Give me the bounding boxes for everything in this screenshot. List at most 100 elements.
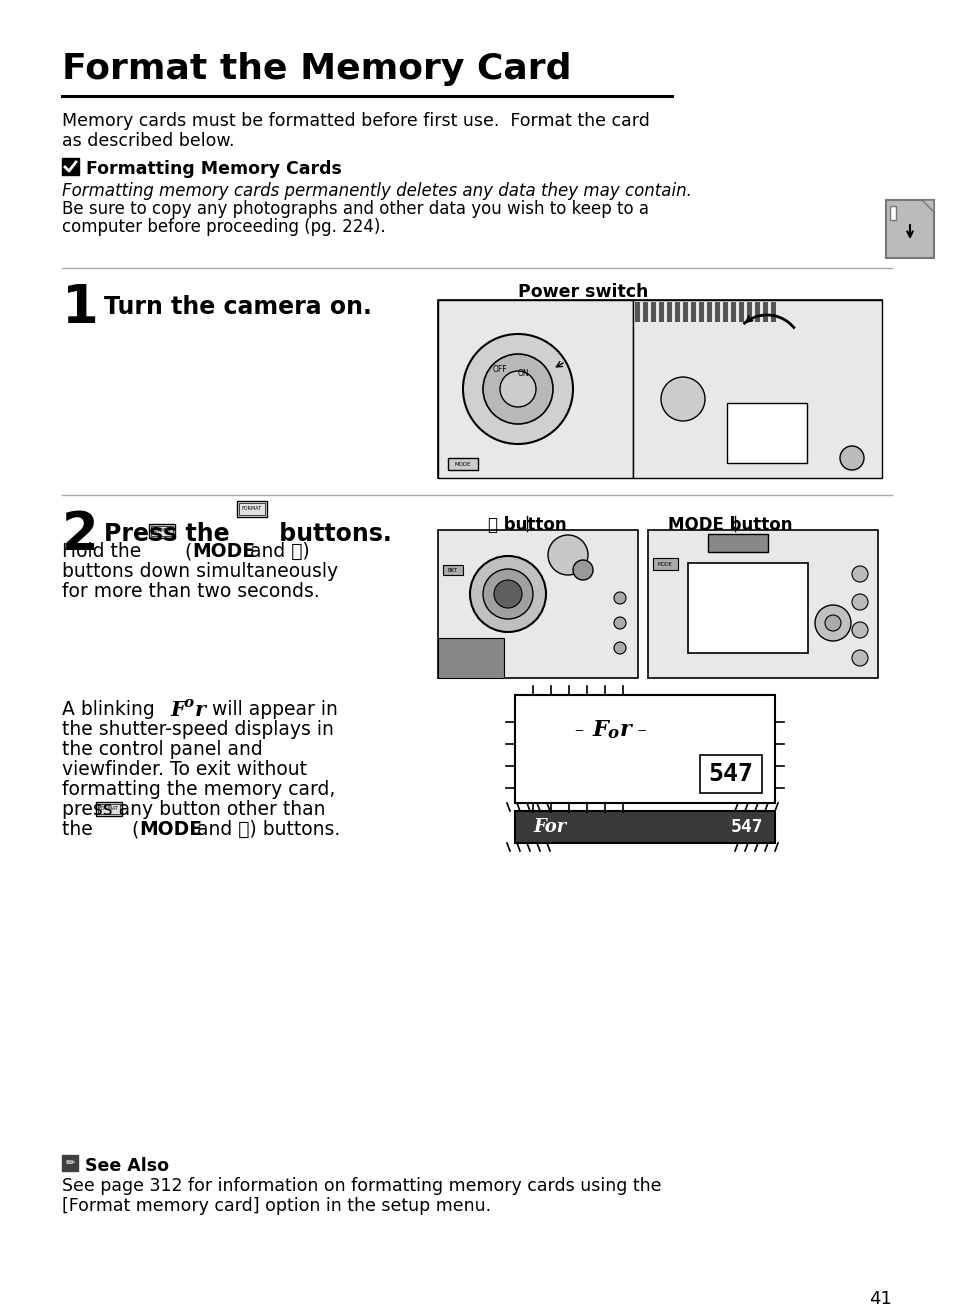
Text: FORMAT: FORMAT	[152, 528, 172, 533]
Bar	[739, 302, 743, 322]
Bar	[675, 302, 679, 322]
Bar	[700, 756, 761, 794]
Text: FORMAT: FORMAT	[242, 506, 262, 511]
Bar	[706, 302, 711, 322]
Circle shape	[614, 618, 625, 629]
Bar	[98, 804, 120, 813]
Text: Be sure to copy any photographs and other data you wish to keep to a: Be sure to copy any photographs and othe…	[62, 200, 648, 218]
Bar	[699, 302, 703, 322]
Bar	[682, 302, 687, 322]
Text: buttons down simultaneously: buttons down simultaneously	[62, 562, 337, 581]
Text: MODE: MODE	[192, 541, 254, 561]
Text: viewfinder. To exit without: viewfinder. To exit without	[62, 759, 307, 779]
Text: See page 312 for information on formatting memory cards using the: See page 312 for information on formatti…	[62, 1177, 660, 1194]
Text: FORMAT: FORMAT	[99, 807, 119, 812]
Text: o: o	[606, 724, 618, 741]
Bar	[62, 158, 79, 175]
Circle shape	[851, 622, 867, 639]
Bar	[635, 302, 639, 322]
Text: the: the	[62, 820, 99, 840]
Circle shape	[482, 353, 553, 424]
Circle shape	[499, 371, 536, 407]
Text: [Format memory card] option in the setup menu.: [Format memory card] option in the setup…	[62, 1197, 491, 1215]
Circle shape	[851, 566, 867, 582]
Circle shape	[482, 569, 533, 619]
Text: Format the Memory Card: Format the Memory Card	[62, 53, 571, 85]
Bar	[714, 302, 720, 322]
Circle shape	[462, 334, 573, 444]
Circle shape	[614, 593, 625, 604]
Circle shape	[660, 377, 704, 420]
Bar	[515, 811, 774, 844]
Text: press any button other than: press any button other than	[62, 800, 325, 819]
Circle shape	[814, 604, 850, 641]
Bar	[687, 562, 807, 653]
Bar	[642, 302, 647, 322]
Text: MODE: MODE	[455, 461, 471, 466]
Bar	[726, 403, 806, 463]
Text: For: For	[533, 819, 566, 836]
Bar	[889, 206, 895, 219]
Bar	[437, 300, 633, 478]
Bar	[650, 302, 656, 322]
Bar	[707, 533, 767, 552]
Bar	[633, 300, 882, 478]
Text: for more than two seconds.: for more than two seconds.	[62, 582, 319, 600]
Bar	[770, 302, 775, 322]
Bar	[151, 526, 172, 536]
Text: 2: 2	[62, 509, 99, 561]
Text: 41: 41	[868, 1290, 891, 1307]
Bar	[96, 802, 122, 816]
Text: as described below.: as described below.	[62, 131, 234, 150]
Text: buttons.: buttons.	[271, 522, 392, 547]
Bar	[690, 302, 696, 322]
Text: Turn the camera on.: Turn the camera on.	[104, 296, 372, 319]
Text: OFF: OFF	[492, 364, 507, 373]
Bar	[448, 459, 477, 470]
Circle shape	[614, 643, 625, 654]
Bar	[437, 300, 882, 478]
Text: and Ⓝ) buttons.: and Ⓝ) buttons.	[191, 820, 340, 840]
Bar	[659, 302, 663, 322]
Text: o: o	[183, 696, 193, 710]
Circle shape	[824, 615, 841, 631]
Text: Formatting memory cards permanently deletes any data they may contain.: Formatting memory cards permanently dele…	[62, 183, 691, 200]
Text: MODE button: MODE button	[667, 516, 792, 533]
Bar	[442, 565, 462, 576]
Circle shape	[840, 445, 863, 470]
Polygon shape	[921, 200, 933, 212]
Bar	[515, 695, 774, 803]
Text: r: r	[619, 719, 631, 741]
Bar	[437, 530, 638, 678]
Bar	[762, 302, 767, 322]
Bar	[149, 524, 174, 537]
Text: computer before proceeding (pg. 224).: computer before proceeding (pg. 224).	[62, 218, 385, 237]
Text: –: –	[631, 721, 646, 738]
Text: 547: 547	[730, 819, 762, 836]
Text: BKT: BKT	[448, 568, 457, 573]
Text: Formatting Memory Cards: Formatting Memory Cards	[86, 160, 341, 177]
Text: and Ⓝ): and Ⓝ)	[244, 541, 310, 561]
Circle shape	[851, 594, 867, 610]
Text: MODE: MODE	[139, 820, 202, 840]
Text: Press the: Press the	[104, 522, 237, 547]
Bar	[730, 302, 735, 322]
Text: A blinking: A blinking	[62, 700, 161, 719]
Text: will appear in: will appear in	[206, 700, 337, 719]
Circle shape	[573, 560, 593, 579]
Bar	[437, 639, 503, 678]
Text: F: F	[593, 719, 608, 741]
Bar	[885, 200, 933, 258]
Bar	[652, 558, 678, 570]
Bar	[647, 530, 877, 678]
Text: formatting the memory card,: formatting the memory card,	[62, 781, 335, 799]
Bar	[754, 302, 760, 322]
Text: the control panel and: the control panel and	[62, 740, 262, 759]
Text: 547: 547	[708, 762, 753, 786]
Circle shape	[470, 556, 545, 632]
Circle shape	[494, 579, 521, 608]
Bar	[236, 501, 267, 516]
Text: (: (	[126, 820, 139, 840]
Text: –: –	[575, 721, 589, 738]
Text: ✏: ✏	[65, 1158, 74, 1168]
